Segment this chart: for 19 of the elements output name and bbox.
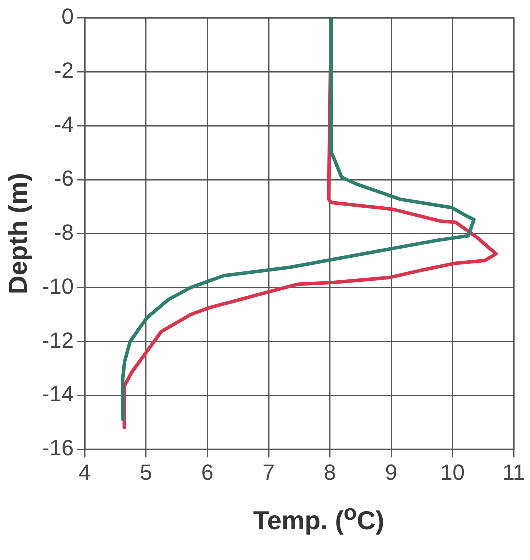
y-tick-label: -8 bbox=[54, 220, 74, 245]
y-tick-label: -14 bbox=[42, 382, 74, 407]
y-axis-title: Depth (m) bbox=[2, 173, 33, 294]
y-tick-label: -6 bbox=[54, 166, 74, 191]
x-tick-label: 4 bbox=[78, 460, 92, 485]
y-tick-label: -2 bbox=[54, 58, 74, 84]
y-tick-label: -16 bbox=[42, 436, 74, 461]
y-tick-label: 0 bbox=[62, 4, 74, 30]
x-axis-title: Temp. ($^{o}$C) bbox=[252, 500, 386, 537]
x-tick-label: 5 bbox=[140, 460, 152, 485]
x-tick-label: 11 bbox=[502, 460, 526, 485]
x-tick-label: 10 bbox=[440, 460, 465, 485]
x-tick-label: 8 bbox=[324, 460, 336, 485]
x-tick-label: 7 bbox=[262, 460, 275, 485]
y-tick-label: -12 bbox=[42, 328, 74, 353]
x-tick-label: 6 bbox=[201, 460, 214, 485]
y-tick-label: -10 bbox=[42, 274, 74, 299]
x-tick-label: 9 bbox=[385, 460, 398, 485]
y-tick-label: -4 bbox=[54, 112, 74, 137]
